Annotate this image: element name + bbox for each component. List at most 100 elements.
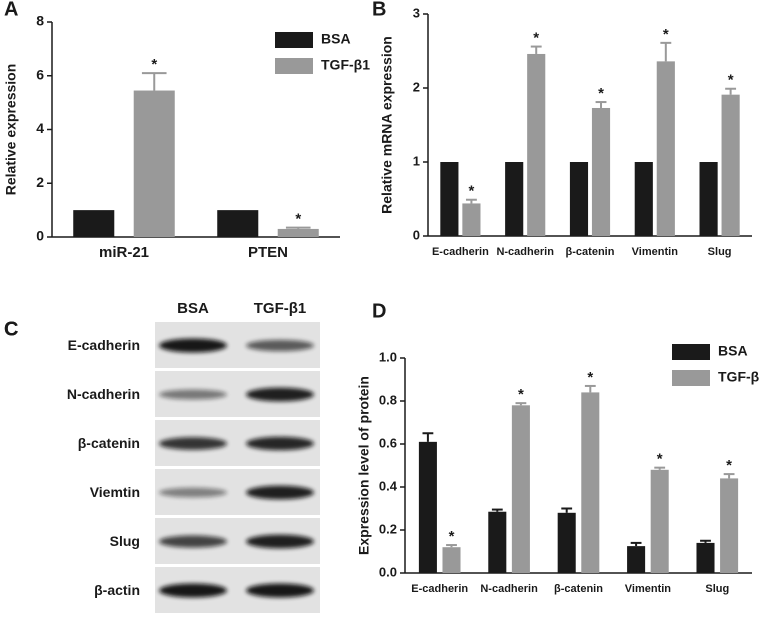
legend-swatch (672, 344, 710, 360)
error-bar (660, 41, 672, 62)
error-bar (465, 198, 477, 204)
legend-label: TGF-β1 (718, 369, 759, 385)
bar (699, 162, 718, 236)
bar (656, 61, 675, 236)
bar (277, 228, 319, 237)
blot-band (246, 583, 314, 598)
significance-mark: * (295, 211, 301, 228)
significance-mark: * (449, 528, 455, 545)
bar (721, 94, 740, 236)
y-tick-label: 0 (36, 228, 44, 244)
error-bar (630, 541, 642, 547)
bar (634, 162, 653, 236)
significance-mark: * (726, 457, 732, 474)
bar (133, 90, 175, 237)
bar (505, 162, 524, 236)
significance-mark: * (728, 72, 734, 89)
y-axis-label: Expression level of protein (356, 376, 372, 555)
y-tick-label: 0.2 (379, 521, 397, 536)
x-tick-label: N-cadherin (496, 246, 554, 258)
significance-mark: * (657, 451, 663, 468)
legend-swatch (275, 58, 313, 74)
legend-label: BSA (321, 31, 351, 47)
legend-swatch (672, 370, 710, 386)
bar (442, 547, 461, 573)
significance-mark: * (518, 386, 524, 403)
row-label: β-actin (94, 582, 140, 598)
column-label: BSA (177, 300, 209, 317)
blot-band (159, 389, 227, 400)
bar (462, 203, 481, 236)
error-bar (723, 473, 735, 479)
panel-label: B (372, 0, 386, 20)
significance-mark: * (663, 26, 669, 43)
y-axis-label: Relative mRNA expression (379, 36, 395, 214)
y-tick-label: 0.4 (379, 478, 398, 493)
legend-swatch (275, 32, 313, 48)
bar (591, 107, 611, 236)
legend-label: BSA (718, 343, 748, 359)
row-label: E-cadherin (68, 337, 140, 353)
y-tick-label: 1 (413, 153, 420, 168)
bar (557, 512, 576, 573)
x-tick-label: E-cadherin (411, 583, 468, 595)
panel-label: C (4, 318, 18, 340)
significance-mark: * (468, 183, 474, 200)
error-bar (491, 508, 503, 512)
error-bar (561, 507, 573, 513)
y-tick-label: 2 (413, 79, 420, 94)
bar (511, 405, 530, 573)
row-label: Slug (110, 533, 140, 549)
bar (418, 441, 437, 573)
western-blot (155, 322, 320, 613)
panel-label: C (4, 318, 18, 340)
error-bar (446, 544, 457, 548)
x-tick-label: Slug (705, 583, 729, 595)
blot-band (159, 535, 227, 548)
error-bar (654, 466, 666, 470)
error-bar (422, 432, 434, 442)
x-tick-label: miR-21 (99, 244, 149, 261)
blot-band (246, 339, 314, 352)
bar (720, 478, 739, 573)
bar (696, 542, 715, 573)
error-bar (515, 402, 527, 406)
error-bar (530, 45, 542, 54)
bar (217, 210, 259, 237)
blot-band (159, 583, 227, 598)
bar (581, 392, 600, 573)
y-axis-label: Relative expression (3, 64, 19, 196)
error-bar (725, 87, 737, 95)
x-tick-label: PTEN (248, 244, 288, 261)
bar (440, 162, 459, 236)
y-tick-label: 1.0 (379, 349, 397, 364)
y-tick-label: 0.6 (379, 435, 397, 450)
error-bar (584, 384, 596, 393)
significance-mark: * (533, 30, 539, 47)
y-tick-label: 0.8 (379, 392, 397, 407)
x-tick-label: N-cadherin (480, 583, 538, 595)
blot-band (159, 487, 227, 498)
row-label: β-catenin (78, 435, 140, 451)
x-tick-label: Slug (708, 246, 732, 258)
blot-band (246, 436, 314, 451)
error-bar (700, 539, 711, 543)
bar (488, 511, 507, 573)
blot-band (246, 485, 314, 500)
x-tick-label: β-catenin (566, 246, 615, 258)
y-tick-label: 3 (413, 5, 420, 20)
panel-label: A (4, 0, 18, 20)
error-bar (595, 101, 607, 108)
blot-band (246, 534, 314, 549)
blot-band (159, 437, 227, 450)
significance-mark: * (598, 85, 604, 102)
bar (650, 469, 669, 573)
significance-mark: * (151, 56, 157, 73)
significance-mark: * (587, 369, 593, 386)
error-bar (285, 226, 311, 229)
y-tick-label: 0 (413, 227, 420, 242)
legend-label: TGF-β1 (321, 57, 370, 73)
bar (527, 53, 546, 237)
bar (569, 162, 589, 236)
